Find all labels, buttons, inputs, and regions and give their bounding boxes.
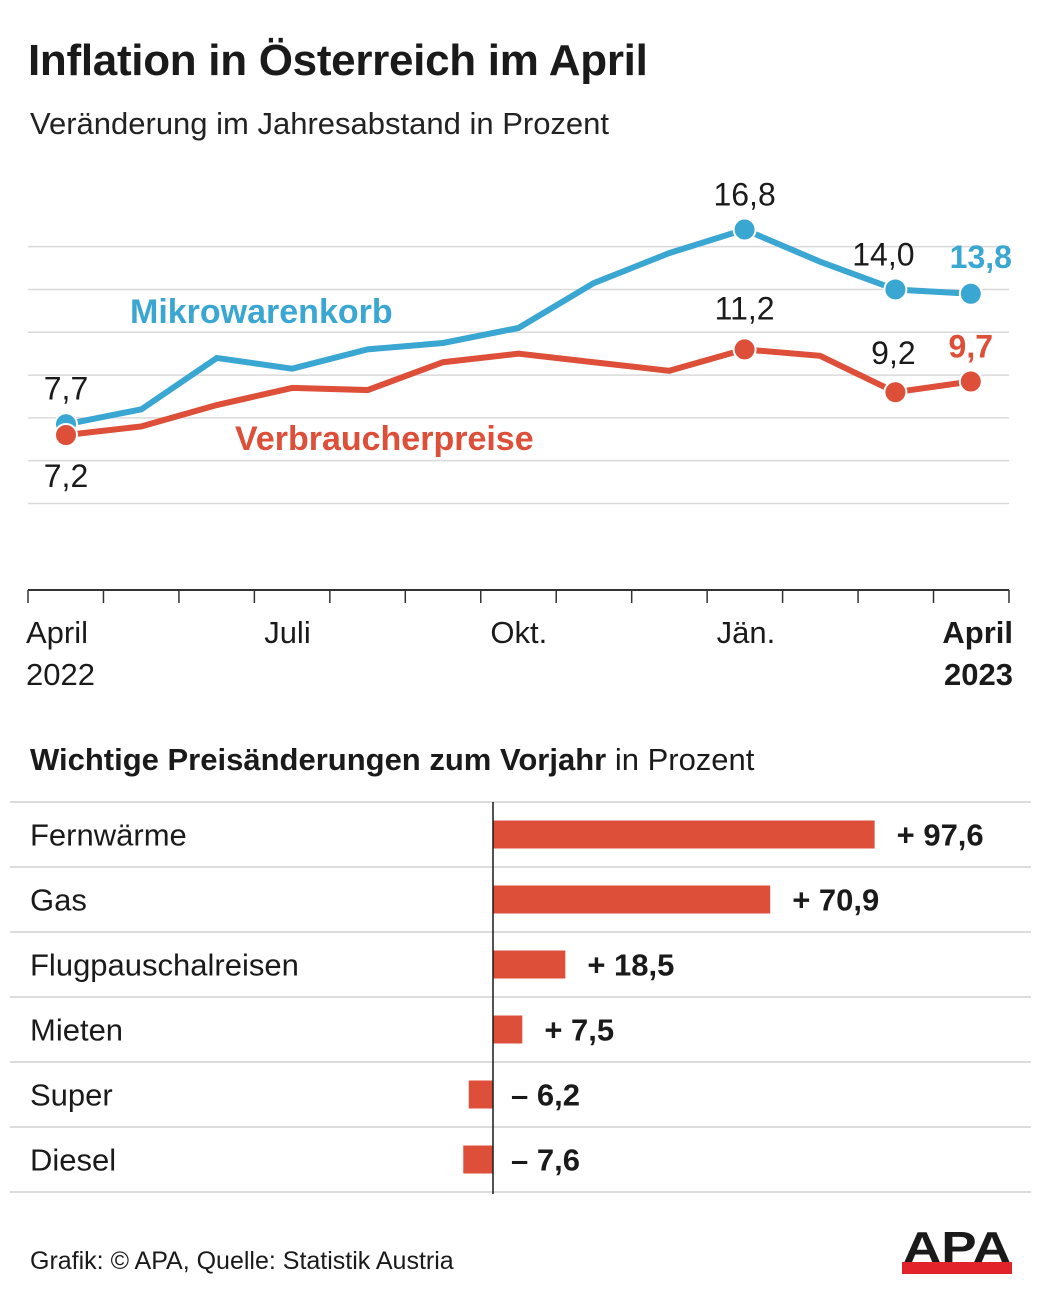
value-label: + 97,6 (897, 818, 984, 853)
x-tick-label: April 2023 (942, 612, 1013, 696)
x-tick-label-line: 2022 (26, 657, 95, 692)
data-label: 7,2 (44, 458, 88, 494)
data-label: 14,0 (852, 236, 914, 272)
data-label: 7,7 (44, 370, 88, 406)
bar-chart-title-suffix: in Prozent (614, 742, 755, 777)
data-point-marker (958, 369, 983, 394)
x-tick-label-line: 2023 (944, 657, 1013, 692)
category-label: Diesel (30, 1143, 116, 1178)
value-label: + 7,5 (544, 1013, 614, 1048)
x-tick-label: Okt. (490, 612, 547, 654)
bar (493, 1015, 523, 1044)
data-point-marker (54, 423, 78, 447)
bar (463, 1145, 493, 1174)
data-point-marker (732, 217, 757, 242)
legend-label-verbraucherpreise: Verbraucherpreise (235, 420, 534, 458)
chart-title: Inflation in Österreich im April (28, 36, 648, 85)
data-label: 16,8 (713, 177, 775, 213)
bar-chart-title-bold: Wichtige Preisänderungen zum Vorjahr (30, 742, 607, 777)
line-chart: 7,7 16,8 14,0 13,8 7,2 11,2 9,2 9,7 Mikrowarenko… (27, 177, 1012, 603)
value-label: + 70,9 (792, 883, 879, 918)
category-label: Super (30, 1078, 113, 1113)
x-tick-label-line: Okt. (490, 615, 548, 650)
x-tick-label: April 2022 (26, 612, 95, 696)
data-point-marker (883, 277, 908, 302)
category-label: Gas (30, 883, 87, 918)
legend-label-mikrowarenkorb: Mikrowarenkorb (130, 293, 393, 331)
bar (493, 820, 875, 849)
x-tick-label-line: April (942, 615, 1013, 650)
series-line-mikrowarenkorb (65, 226, 971, 428)
data-label: 9,2 (871, 335, 915, 371)
value-label: – 6,2 (511, 1078, 580, 1113)
x-tick-label-line: April (26, 615, 89, 650)
x-tick-label: Jän. (717, 612, 776, 654)
category-label: Mieten (30, 1013, 123, 1048)
apa-logo: APA (902, 1228, 1012, 1274)
data-point-marker (883, 380, 908, 405)
x-tick-label-line: Jän. (716, 615, 776, 650)
series-line-verbraucherpreise (65, 346, 972, 438)
category-label: Fernwärme (30, 818, 187, 853)
source-credit: Grafik: © APA, Quelle: Statistik Austria (30, 1247, 454, 1275)
chart-subtitle: Veränderung im Jahresabstand in Prozent (30, 106, 610, 141)
data-label: 9,7 (949, 329, 993, 365)
x-tick-label: Juli (264, 612, 311, 654)
data-point-marker (958, 281, 983, 306)
value-label: + 18,5 (587, 948, 674, 983)
bar (493, 950, 566, 979)
bar-chart: Fernwärme + 97,6 Gas + 70,9 Flugpauschalreis… (10, 801, 1031, 1194)
data-point-marker (732, 337, 757, 362)
data-label: 11,2 (715, 290, 775, 326)
bar (493, 885, 771, 914)
apa-logo-bar (902, 1262, 1012, 1274)
data-label: 13,8 (950, 239, 1012, 275)
value-label: – 7,6 (511, 1143, 580, 1178)
bar (468, 1080, 493, 1109)
category-label: Flugpauschalreisen (30, 948, 299, 983)
x-tick-label-line: Juli (264, 615, 311, 650)
bar-chart-title: Wichtige Preisänderungen zum Vorjahr in … (30, 742, 754, 778)
